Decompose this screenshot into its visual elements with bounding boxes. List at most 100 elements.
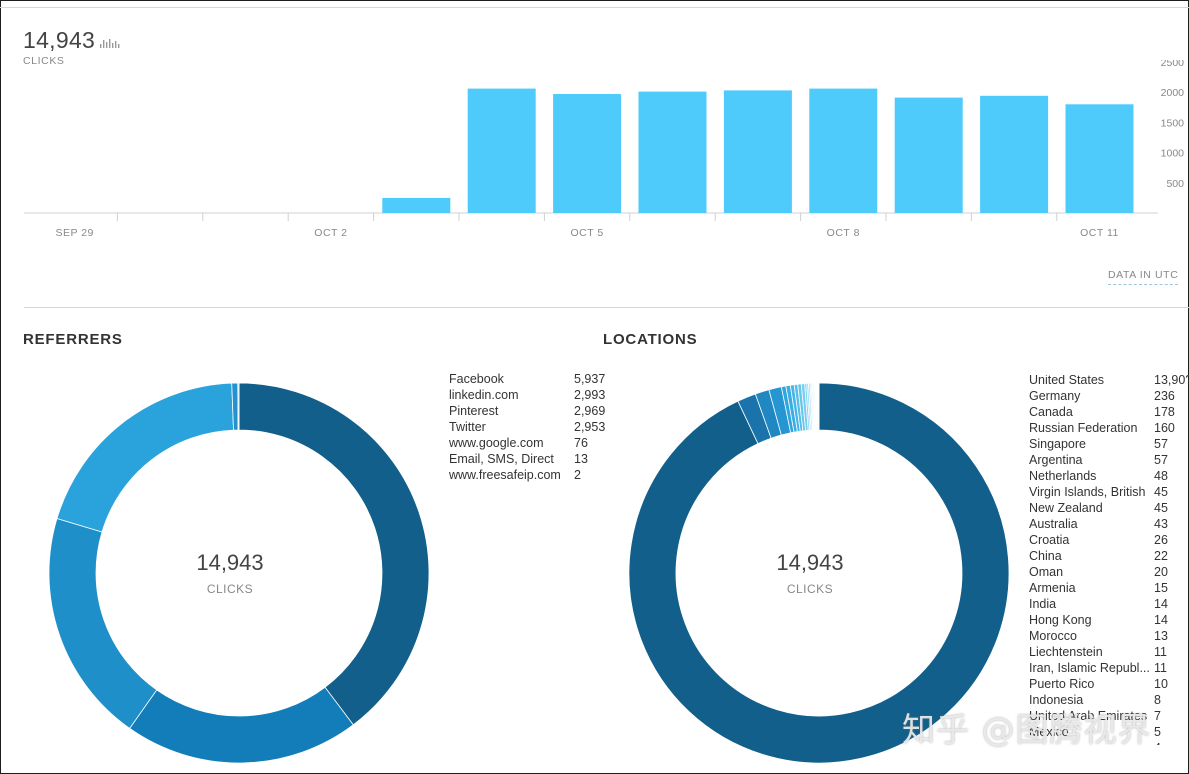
location-legend-value: 22 [1154, 549, 1168, 563]
x-tick-label: OCT 11 [1080, 227, 1119, 239]
location-legend-name: United States [1029, 375, 1105, 387]
referrer-legend-name: Email, SMS, Direct [449, 452, 554, 466]
location-legend-name: Indonesia [1029, 693, 1084, 707]
location-legend-name: Armenia [1029, 581, 1076, 595]
referrer-legend-name: www.google.com [449, 436, 544, 450]
bar-oct-8[interactable] [809, 88, 878, 213]
location-legend-name: United Arab Emirates [1029, 709, 1148, 723]
x-tick-label: OCT 5 [570, 227, 603, 239]
location-legend-name: Singapore [1029, 437, 1086, 451]
location-legend-name: Iran, Islamic Republ... [1029, 661, 1150, 675]
location-slice-0[interactable] [628, 382, 1010, 764]
location-legend-value: 45 [1154, 501, 1168, 515]
referrers-center-label: CLICKS [206, 582, 254, 596]
locations-center-label: CLICKS [786, 582, 834, 596]
y-tick-label: 1500 [1161, 117, 1185, 129]
location-legend-name: Russian Federation [1029, 421, 1138, 435]
bar-oct-10[interactable] [980, 95, 1049, 213]
referrer-legend-name: linkedin.com [449, 388, 519, 402]
referrer-legend-value: 76 [574, 436, 588, 450]
location-legend-value: 13,90? [1154, 375, 1189, 387]
location-legend-name: Germany [1029, 389, 1081, 403]
bar-oct-4[interactable] [467, 88, 536, 213]
bar-oct-9[interactable] [894, 97, 963, 213]
referrer-legend-value: 2,993 [574, 388, 606, 402]
referrer-legend-name: Twitter [449, 420, 486, 434]
referrer-slice-1[interactable] [129, 686, 354, 764]
location-legend-name: India [1029, 597, 1057, 611]
referrers-center-value: 14,943 [196, 550, 264, 575]
watermark: 知乎 @图腾视界 [902, 710, 1152, 749]
location-legend-value: 57 [1154, 453, 1168, 467]
section-divider [24, 307, 1189, 308]
location-legend-value: 160 [1154, 421, 1175, 435]
bar-oct-5[interactable] [553, 94, 622, 213]
location-legend-name: Canada [1029, 405, 1073, 419]
location-legend-value: 8 [1154, 693, 1161, 707]
location-legend-name: New Zealand [1029, 501, 1103, 515]
bar-oct-7[interactable] [723, 90, 792, 213]
referrers-title: REFERRERS [23, 331, 123, 348]
x-tick-label: OCT 2 [314, 227, 347, 239]
sparkline-icon[interactable] [100, 38, 122, 48]
location-legend-name: Netherlands [1029, 469, 1097, 483]
location-legend-value: 14 [1154, 597, 1168, 611]
location-legend-name: Oman [1029, 565, 1064, 579]
location-legend-name: Virgin Islands, British [1029, 485, 1146, 499]
locations-donut-chart [628, 382, 1010, 764]
location-legend-value: 178 [1154, 405, 1175, 419]
location-legend-name: Morocco [1029, 629, 1077, 643]
location-legend-name: Croatia [1029, 533, 1070, 547]
location-legend-name: Australia [1029, 517, 1078, 531]
bar-oct-6[interactable] [638, 91, 707, 213]
location-legend-value: 236 [1154, 389, 1175, 403]
location-legend-value: 45 [1154, 485, 1168, 499]
location-legend-value: 11 [1154, 645, 1167, 659]
locations-legend-scroll[interactable]: United States 13,90? Germany 236 Canada 178 Ru… [1029, 375, 1189, 745]
location-legend-value: 7 [1154, 709, 1161, 723]
referrer-slice-0[interactable] [238, 382, 430, 726]
total-clicks-label: CLICKS [23, 55, 65, 67]
location-legend-value: 57 [1154, 437, 1168, 451]
clicks-bar-chart: SEP 29 OCT 2 OCT 5 OCT 8 OCT 11 500 1000 1500 20… [24, 60, 1185, 239]
location-legend-value: 10 [1154, 677, 1168, 691]
y-tick-label: 1000 [1161, 148, 1185, 160]
x-tick-label: OCT 8 [827, 227, 860, 239]
referrer-legend-name: www.freesafeip.com [449, 468, 561, 482]
location-legend-value: 15 [1154, 581, 1168, 595]
y-tick-label: 2500 [1161, 60, 1185, 69]
y-tick-label: 2000 [1161, 87, 1185, 99]
location-legend-value: 5 [1154, 725, 1161, 739]
locations-center-value: 14,943 [776, 550, 844, 575]
bar-oct-3[interactable] [382, 197, 451, 213]
location-legend-value: 43 [1154, 517, 1168, 531]
location-legend-value: 48 [1154, 469, 1168, 483]
locations-title: LOCATIONS [603, 331, 698, 348]
location-legend-value: 13 [1154, 629, 1168, 643]
data-in-utc-link[interactable]: DATA IN UTC [1108, 269, 1179, 285]
x-tick-label: SEP 29 [55, 227, 93, 239]
total-clicks-value: 14,943 [23, 27, 96, 53]
referrer-legend-value: 2,953 [574, 420, 606, 434]
referrer-legend-name: Pinterest [449, 404, 499, 418]
location-legend-name: Mexico [1029, 725, 1069, 739]
top-divider [0, 7, 1189, 8]
location-legend-name: Argentina [1029, 453, 1083, 467]
location-legend-name: China [1029, 549, 1062, 563]
location-legend-value: 4 [1154, 740, 1161, 745]
referrers-donut-chart [48, 382, 430, 764]
referrer-legend-value: 5,937 [574, 372, 606, 386]
referrer-slice-3[interactable] [56, 382, 234, 533]
referrer-legend-value: 2 [574, 468, 581, 482]
location-legend-value: 11 [1154, 661, 1167, 675]
location-legend-name: Puerto Rico [1029, 677, 1095, 691]
referrer-legend-value: 2,969 [574, 404, 606, 418]
location-legend-value: 26 [1154, 533, 1168, 547]
location-legend-name: Hong Kong [1029, 613, 1092, 627]
referrer-legend-value: 13 [574, 452, 588, 466]
location-legend-value: 14 [1154, 613, 1168, 627]
y-tick-label: 500 [1166, 178, 1184, 190]
bar-oct-11[interactable] [1065, 104, 1134, 213]
location-legend-name: Liechtenstein [1029, 645, 1103, 659]
location-legend-value: 20 [1154, 565, 1168, 579]
